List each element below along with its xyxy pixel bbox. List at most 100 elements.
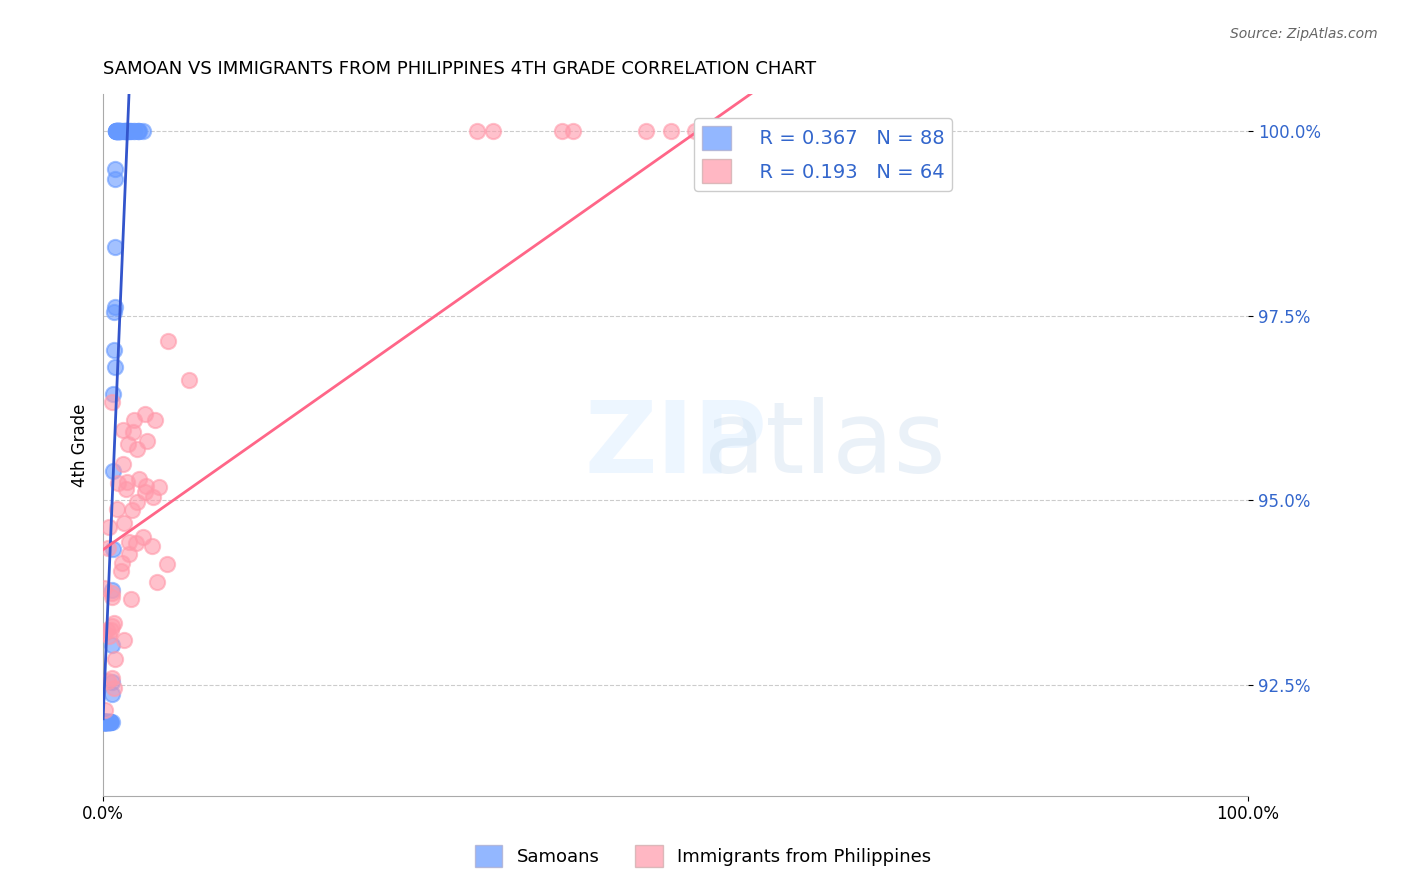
Immigrants from Philippines: [98, 628, 121, 642]
Immigrants from Philippines: [132, 530, 155, 544]
Samoans: [103, 387, 125, 401]
Immigrants from Philippines: [103, 681, 125, 695]
Immigrants from Philippines: [482, 124, 505, 138]
Samoans: [103, 304, 125, 318]
Samoans: [98, 714, 121, 729]
Samoans: [101, 464, 124, 478]
Samoans: [93, 714, 115, 729]
Immigrants from Philippines: [806, 124, 828, 138]
Immigrants from Philippines: [146, 574, 169, 589]
Samoans: [107, 124, 129, 138]
Legend: Samoans, Immigrants from Philippines: Samoans, Immigrants from Philippines: [468, 838, 938, 874]
Samoans: [105, 124, 128, 138]
Immigrants from Philippines: [117, 535, 139, 549]
Text: Source: ZipAtlas.com: Source: ZipAtlas.com: [1230, 27, 1378, 41]
Samoans: [97, 714, 120, 729]
Samoans: [94, 714, 117, 729]
Samoans: [93, 714, 115, 729]
Immigrants from Philippines: [141, 539, 163, 553]
Samoans: [98, 714, 121, 729]
Samoans: [97, 714, 120, 729]
Samoans: [91, 714, 114, 729]
Immigrants from Philippines: [112, 632, 135, 647]
Immigrants from Philippines: [115, 482, 138, 496]
Samoans: [96, 714, 118, 729]
Samoans: [127, 124, 149, 138]
Samoans: [114, 124, 136, 138]
Samoans: [108, 124, 131, 138]
Samoans: [96, 714, 118, 729]
Samoans: [96, 714, 118, 729]
Immigrants from Philippines: [97, 541, 120, 555]
Samoans: [110, 124, 132, 138]
Immigrants from Philippines: [142, 490, 165, 504]
Samoans: [104, 124, 127, 138]
Immigrants from Philippines: [134, 407, 156, 421]
Immigrants from Philippines: [96, 623, 118, 637]
Samoans: [112, 124, 135, 138]
Samoans: [94, 714, 117, 729]
Immigrants from Philippines: [134, 485, 156, 500]
Immigrants from Philippines: [145, 413, 167, 427]
Samoans: [98, 714, 121, 729]
Immigrants from Philippines: [135, 434, 157, 448]
Samoans: [104, 240, 127, 254]
Immigrants from Philippines: [634, 124, 657, 138]
Samoans: [97, 714, 120, 729]
Samoans: [108, 124, 131, 138]
Samoans: [104, 124, 127, 138]
Samoans: [93, 714, 115, 729]
Immigrants from Philippines: [112, 516, 135, 530]
Samoans: [93, 714, 115, 729]
Immigrants from Philippines: [128, 472, 150, 486]
Samoans: [101, 583, 124, 598]
Samoans: [115, 124, 138, 138]
Samoans: [94, 714, 117, 729]
Immigrants from Philippines: [110, 564, 132, 578]
Samoans: [93, 714, 115, 729]
Samoans: [104, 171, 127, 186]
Samoans: [104, 360, 127, 375]
Samoans: [91, 714, 114, 729]
Samoans: [108, 124, 131, 138]
Immigrants from Philippines: [93, 625, 115, 640]
Samoans: [114, 124, 136, 138]
Immigrants from Philippines: [127, 442, 149, 456]
Immigrants from Philippines: [115, 475, 138, 489]
Immigrants from Philippines: [685, 124, 707, 138]
Immigrants from Philippines: [551, 124, 574, 138]
Samoans: [100, 714, 122, 729]
Samoans: [107, 124, 129, 138]
Samoans: [101, 638, 124, 652]
Immigrants from Philippines: [101, 395, 124, 409]
Samoans: [96, 714, 118, 729]
Immigrants from Philippines: [111, 423, 134, 437]
Samoans: [115, 124, 138, 138]
Y-axis label: 4th Grade: 4th Grade: [72, 403, 89, 487]
Samoans: [96, 714, 118, 729]
Samoans: [94, 714, 117, 729]
Samoans: [128, 124, 150, 138]
Immigrants from Philippines: [661, 124, 683, 138]
Immigrants from Philippines: [125, 495, 148, 509]
Immigrants from Philippines: [156, 557, 179, 571]
Samoans: [93, 714, 115, 729]
Immigrants from Philippines: [111, 457, 134, 471]
Immigrants from Philippines: [122, 413, 145, 427]
Samoans: [104, 300, 127, 314]
Samoans: [96, 714, 118, 729]
Samoans: [117, 124, 139, 138]
Samoans: [101, 541, 124, 556]
Samoans: [94, 714, 117, 729]
Samoans: [115, 124, 138, 138]
Immigrants from Philippines: [177, 372, 200, 386]
Samoans: [115, 124, 138, 138]
Samoans: [127, 124, 149, 138]
Immigrants from Philippines: [103, 616, 125, 631]
Samoans: [117, 124, 139, 138]
Samoans: [103, 343, 125, 357]
Immigrants from Philippines: [107, 476, 129, 491]
Samoans: [101, 675, 124, 690]
Samoans: [93, 714, 115, 729]
Text: SAMOAN VS IMMIGRANTS FROM PHILIPPINES 4TH GRADE CORRELATION CHART: SAMOAN VS IMMIGRANTS FROM PHILIPPINES 4T…: [103, 60, 817, 78]
